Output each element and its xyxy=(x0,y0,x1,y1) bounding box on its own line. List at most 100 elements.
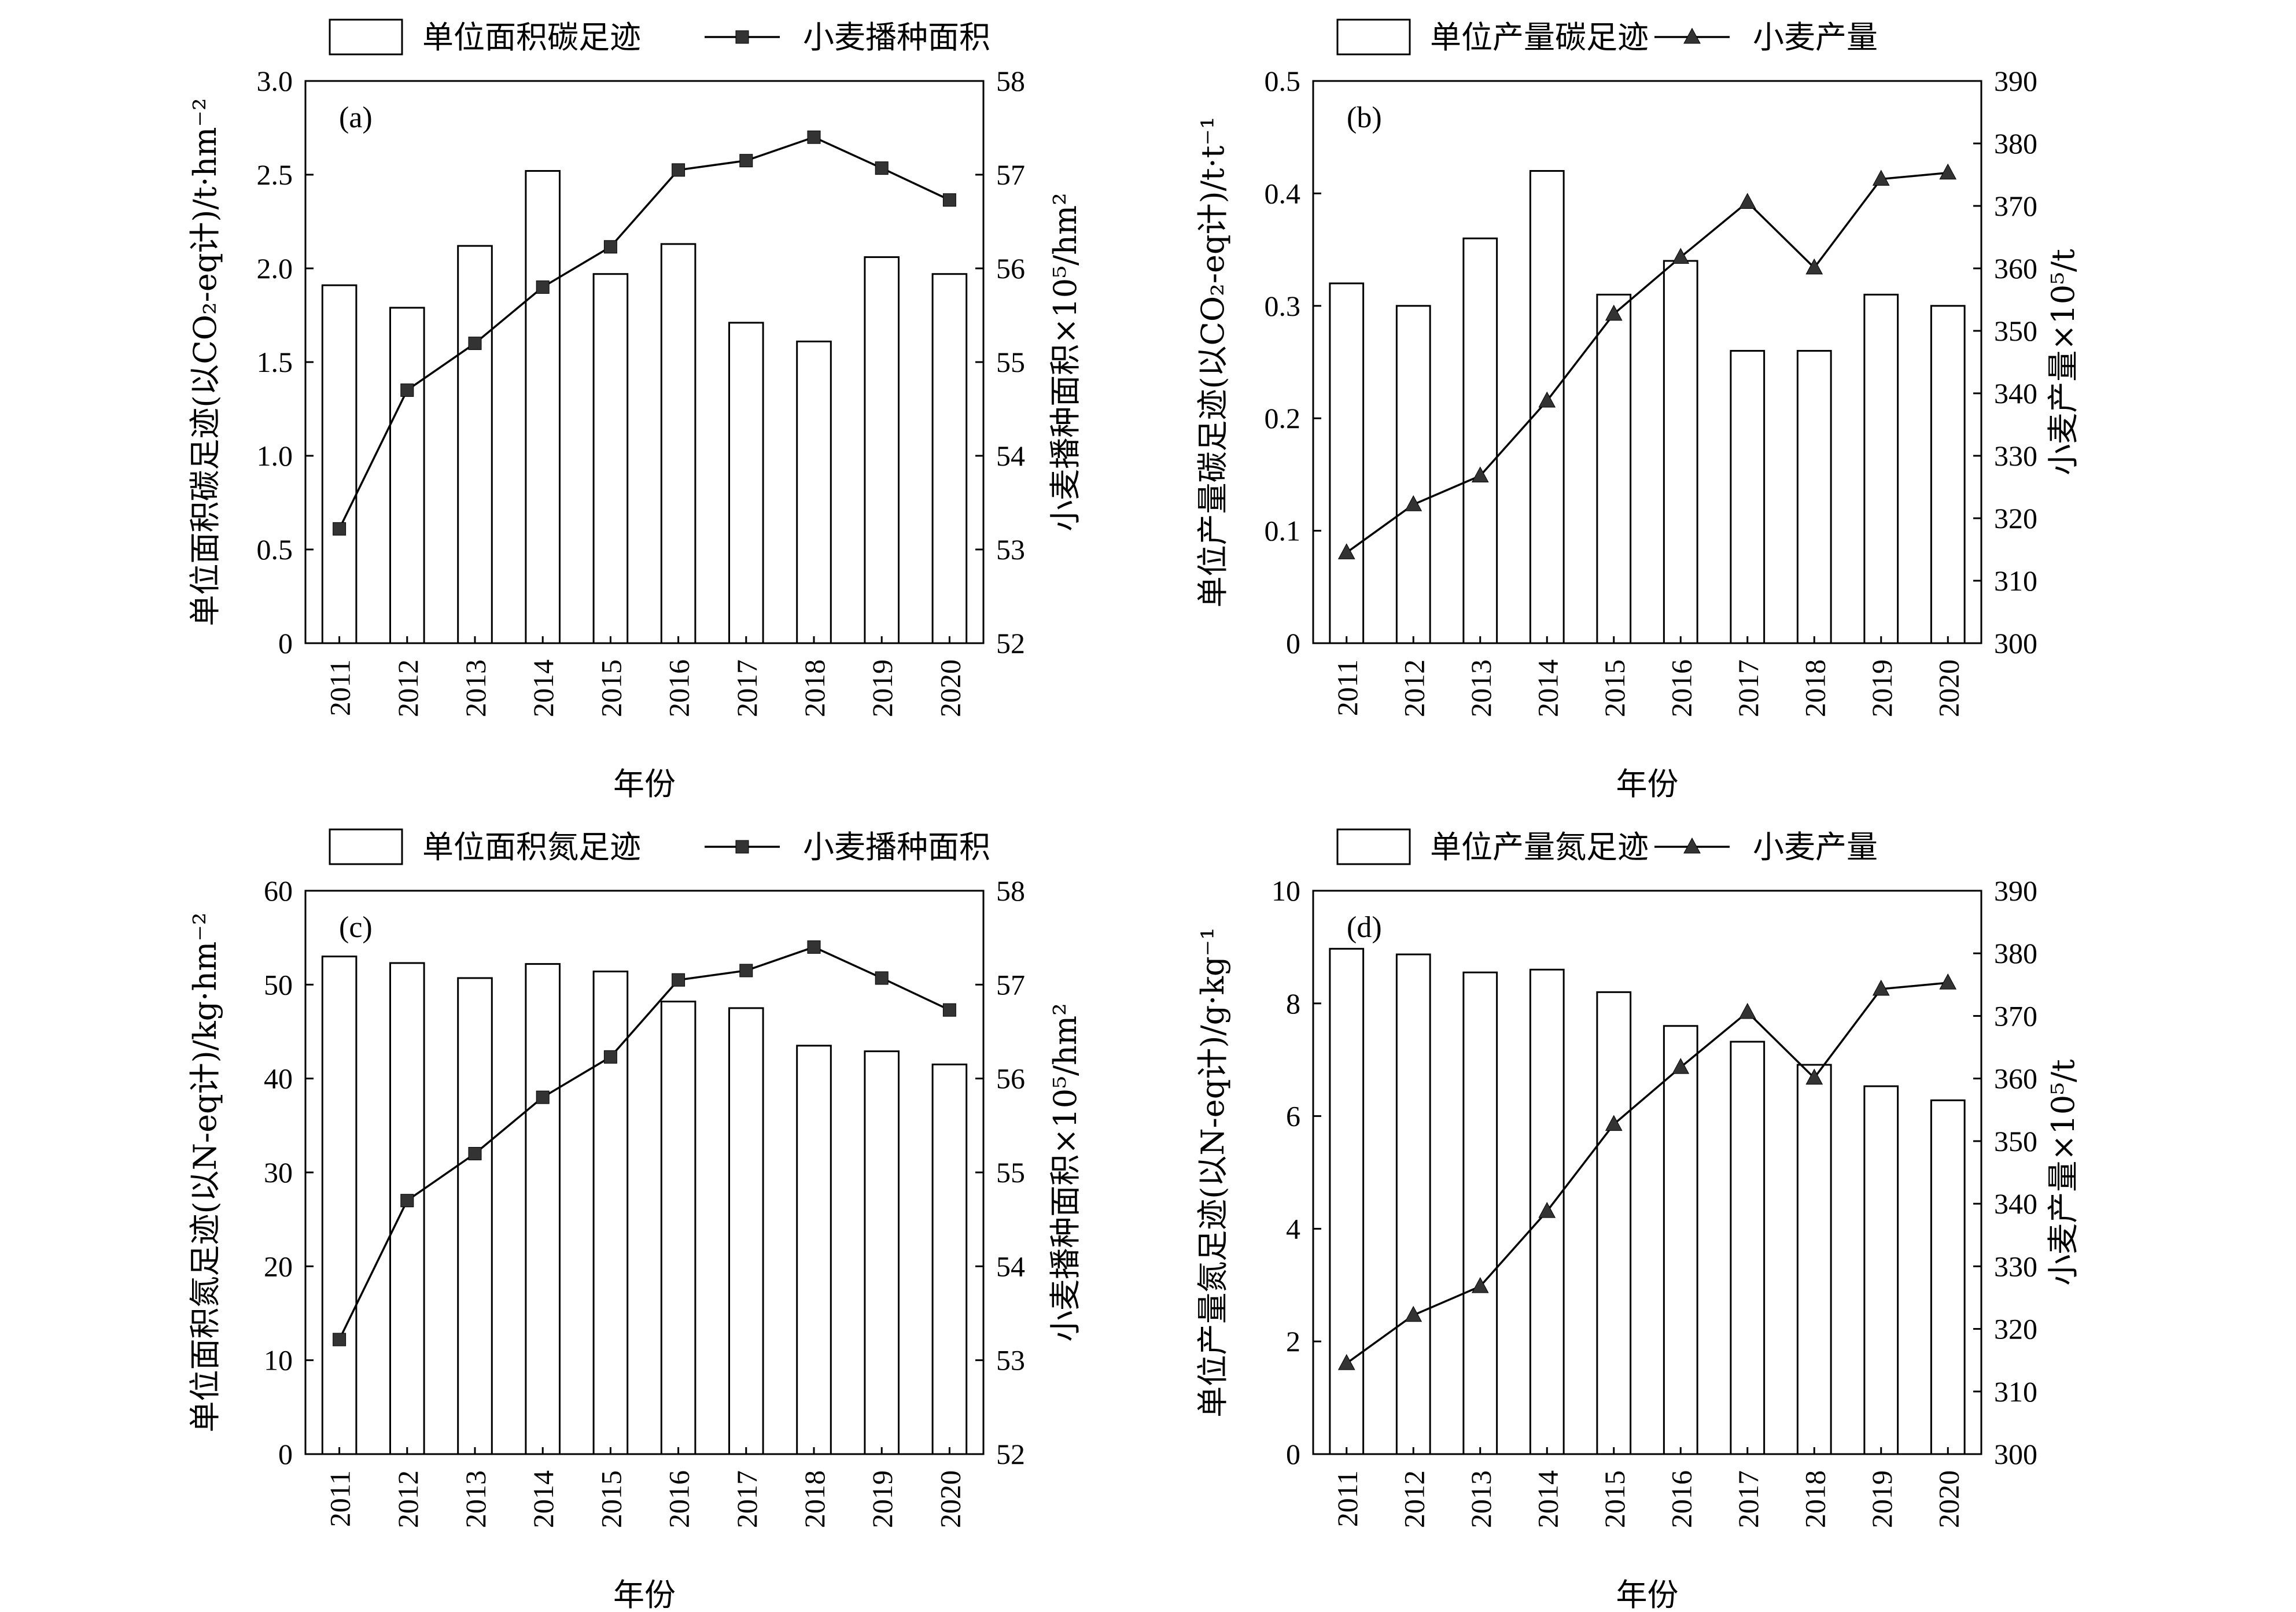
left-tick-label: 2 xyxy=(1286,1325,1300,1358)
x-tick-label-2014: 2014 xyxy=(1531,659,1564,717)
left-tick-label: 0.2 xyxy=(1265,402,1301,434)
x-tick-label-2013: 2013 xyxy=(1465,659,1497,717)
bar-2016 xyxy=(1663,1025,1698,1455)
right-tick-label: 55 xyxy=(996,1156,1025,1189)
right-tick-label: 58 xyxy=(996,65,1025,97)
right-tick-label: 350 xyxy=(1994,315,2037,347)
x-axis-title: 年份 xyxy=(613,1577,676,1612)
bar-2017 xyxy=(1730,1041,1766,1455)
point-2016 xyxy=(1672,1058,1690,1074)
x-tick-label-2014: 2014 xyxy=(1531,1470,1564,1528)
point-2014 xyxy=(1538,391,1556,408)
bar-2013 xyxy=(457,977,493,1455)
right-tick-label: 340 xyxy=(1994,377,2037,410)
bar-2016 xyxy=(1663,260,1698,644)
point-2011 xyxy=(1337,1354,1355,1370)
x-tick-label-2020: 2020 xyxy=(934,1470,966,1528)
left-tick-label: 2.5 xyxy=(257,158,293,191)
right-tick-label: 370 xyxy=(1994,190,2037,222)
left-tick-label: 20 xyxy=(264,1250,293,1282)
x-tick-label-2014: 2014 xyxy=(527,659,559,717)
x-tick-label-2020: 2020 xyxy=(1932,659,1965,717)
point-2013 xyxy=(1471,466,1489,483)
x-axis-title: 年份 xyxy=(613,766,676,802)
panel-label: (b) xyxy=(1347,101,1382,134)
legend-line-label: 小麦播种面积 xyxy=(803,19,990,56)
right-tick-label: 300 xyxy=(1994,627,2037,659)
panel-label: (a) xyxy=(339,101,373,134)
left-tick-label: 60 xyxy=(264,875,293,907)
point-2013 xyxy=(468,1147,482,1161)
panel-label: (c) xyxy=(339,911,373,944)
bar-2012 xyxy=(389,307,425,644)
right-tick-label: 380 xyxy=(1994,937,2037,969)
x-tick-label-2012: 2012 xyxy=(392,1470,424,1528)
left-tick-label: 40 xyxy=(264,1063,293,1095)
bar-2019 xyxy=(1863,1085,1899,1455)
series-line xyxy=(1346,172,1948,554)
x-tick-label-2018: 2018 xyxy=(1799,659,1831,717)
left-axis-title: 单位面积碳足迹(以CO₂-eq计)/t·hm⁻² xyxy=(187,98,223,626)
right-axis-title: 小麦产量×10⁵/t xyxy=(2045,249,2081,475)
x-tick-label-2018: 2018 xyxy=(798,659,831,717)
left-tick-label: 4 xyxy=(1286,1212,1300,1245)
point-2015 xyxy=(603,240,617,254)
bar-2013 xyxy=(457,245,493,644)
bar-2016 xyxy=(660,243,696,644)
x-tick-label-2017: 2017 xyxy=(1732,1470,1764,1528)
point-2020 xyxy=(942,1003,956,1017)
x-tick-label-2012: 2012 xyxy=(392,659,424,717)
point-2016 xyxy=(1672,248,1690,264)
panel-d: 0 2 4 6 8 10 300 310 320 330 340 350 360 370 380 390 201… xyxy=(1195,828,2081,1612)
x-tick-label-2017: 2017 xyxy=(731,659,763,717)
right-tick-label: 53 xyxy=(996,1344,1025,1377)
x-tick-label-2016: 2016 xyxy=(663,659,695,717)
bar-2012 xyxy=(1395,953,1431,1455)
legend-bar-label: 单位面积碳足迹 xyxy=(422,19,641,56)
point-2013 xyxy=(468,337,482,351)
left-tick-label: 10 xyxy=(1272,875,1300,907)
left-tick-label: 0 xyxy=(278,627,293,659)
right-tick-label: 370 xyxy=(1994,999,2037,1032)
legend-bar-swatch xyxy=(1336,19,1411,56)
x-tick-label-2019: 2019 xyxy=(1866,659,1898,717)
right-tick-label: 55 xyxy=(996,346,1025,378)
bar-2016 xyxy=(660,1001,696,1455)
point-2017 xyxy=(739,154,753,168)
x-tick-label-2015: 2015 xyxy=(1598,1470,1631,1528)
left-tick-label: 10 xyxy=(264,1344,293,1377)
point-2012 xyxy=(1405,1305,1422,1322)
left-tick-label: 3.0 xyxy=(257,65,293,97)
right-tick-label: 54 xyxy=(996,1250,1025,1282)
bar-2013 xyxy=(1462,237,1498,644)
legend-bar-label: 单位产量碳足迹 xyxy=(1430,19,1649,56)
right-tick-label: 58 xyxy=(996,875,1025,907)
point-2017 xyxy=(739,964,753,977)
right-tick-label: 310 xyxy=(1994,565,2037,597)
bar-2011 xyxy=(1329,282,1365,644)
point-2020 xyxy=(1939,163,1957,180)
x-tick-label-2012: 2012 xyxy=(1398,1470,1430,1528)
x-tick-label-2015: 2015 xyxy=(595,1470,627,1528)
bar-2015 xyxy=(1596,293,1632,644)
legend-bar-swatch xyxy=(329,828,403,865)
x-tick-label-2015: 2015 xyxy=(1598,659,1631,717)
bar-2012 xyxy=(1395,305,1431,644)
right-tick-label: 320 xyxy=(1994,502,2037,534)
bar-2018 xyxy=(796,1045,832,1455)
panel-b: 0 0.1 0.2 0.3 0.4 0.5 300 310 320 330 340 350 360 370… xyxy=(1195,19,2081,802)
panel-label: (d) xyxy=(1347,911,1382,944)
left-tick-label: 0.3 xyxy=(1265,290,1301,322)
point-2019 xyxy=(875,971,889,985)
legend-marker xyxy=(735,840,749,854)
right-tick-label: 52 xyxy=(996,1438,1025,1470)
bar-2019 xyxy=(864,1050,900,1455)
point-2018 xyxy=(1805,258,1823,275)
right-tick-label: 54 xyxy=(996,440,1025,472)
right-tick-label: 57 xyxy=(996,158,1025,191)
x-tick-label-2016: 2016 xyxy=(663,1470,695,1528)
point-2015 xyxy=(603,1050,617,1064)
point-2012 xyxy=(400,1194,414,1208)
right-tick-label: 300 xyxy=(1994,1438,2037,1470)
